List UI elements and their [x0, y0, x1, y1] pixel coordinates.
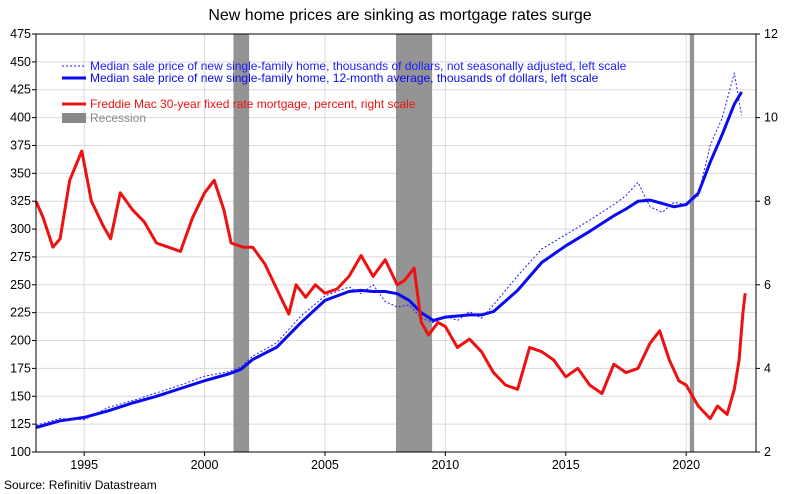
- legend: Median sale price of new single-family h…: [62, 59, 627, 125]
- plot-frame: [35, 33, 757, 453]
- left-tick-label: 325: [10, 194, 31, 208]
- series-line-mortgage-rate: [34, 149, 747, 421]
- left-tick-label: 125: [10, 417, 31, 431]
- left-axis-ticks: 100 125 150 175 200 225 250 275 300 325 350 375 400 4…: [10, 27, 36, 459]
- recession-band: [689, 34, 695, 452]
- legend-label-price: Median sale price of new single-family h…: [90, 59, 627, 73]
- recession-band: [233, 34, 250, 452]
- legend-label-mortgage: Freddie Mac 30-year fixed rate mortgage,…: [90, 97, 416, 111]
- left-tick-label: 400: [10, 111, 31, 125]
- x-axis-ticks: 1995 2000 2005 2010 2015 2020: [70, 452, 700, 472]
- right-axis-ticks: 2 4 6 8 10 12: [756, 27, 778, 459]
- x-tick-label: 1995: [70, 458, 98, 472]
- left-tick-label: 200: [10, 334, 31, 348]
- series-lines: [34, 72, 747, 429]
- x-tick-label: 2020: [672, 458, 700, 472]
- left-tick-label: 475: [10, 27, 31, 41]
- left-tick-label: 275: [10, 250, 31, 264]
- right-tick-label: 4: [764, 361, 771, 375]
- legend-swatch-recession: [62, 113, 86, 123]
- axes: [35, 33, 757, 453]
- x-tick-label: 2010: [431, 458, 459, 472]
- right-tick-label: 10: [764, 111, 778, 125]
- x-tick-label: 2005: [311, 458, 339, 472]
- recession-band: [396, 34, 433, 452]
- left-tick-label: 250: [10, 278, 31, 292]
- legend-label-price-avg: Median sale price of new single-family h…: [90, 71, 599, 85]
- left-tick-label: 350: [10, 166, 31, 180]
- series-line-price-12-month-average: [35, 91, 743, 429]
- source-note: Source: Refinitiv Datastream: [4, 478, 157, 492]
- left-tick-label: 300: [10, 222, 31, 236]
- left-tick-label: 425: [10, 83, 31, 97]
- left-tick-label: 450: [10, 55, 31, 69]
- left-tick-label: 225: [10, 306, 31, 320]
- left-tick-label: 150: [10, 389, 31, 403]
- right-tick-label: 12: [764, 27, 778, 41]
- left-tick-label: 175: [10, 361, 31, 375]
- x-tick-label: 2000: [191, 458, 219, 472]
- left-tick-label: 375: [10, 138, 31, 152]
- legend-label-recession: Recession: [90, 111, 146, 125]
- recession-bands: [233, 34, 695, 452]
- x-tick-label: 2015: [552, 458, 580, 472]
- chart-title: New home prices are sinking as mortgage …: [208, 7, 591, 24]
- series-line-price-monthly: [35, 72, 743, 426]
- right-tick-label: 2: [764, 445, 771, 459]
- left-tick-label: 100: [10, 445, 31, 459]
- right-tick-label: 8: [764, 194, 771, 208]
- right-tick-label: 6: [764, 278, 771, 292]
